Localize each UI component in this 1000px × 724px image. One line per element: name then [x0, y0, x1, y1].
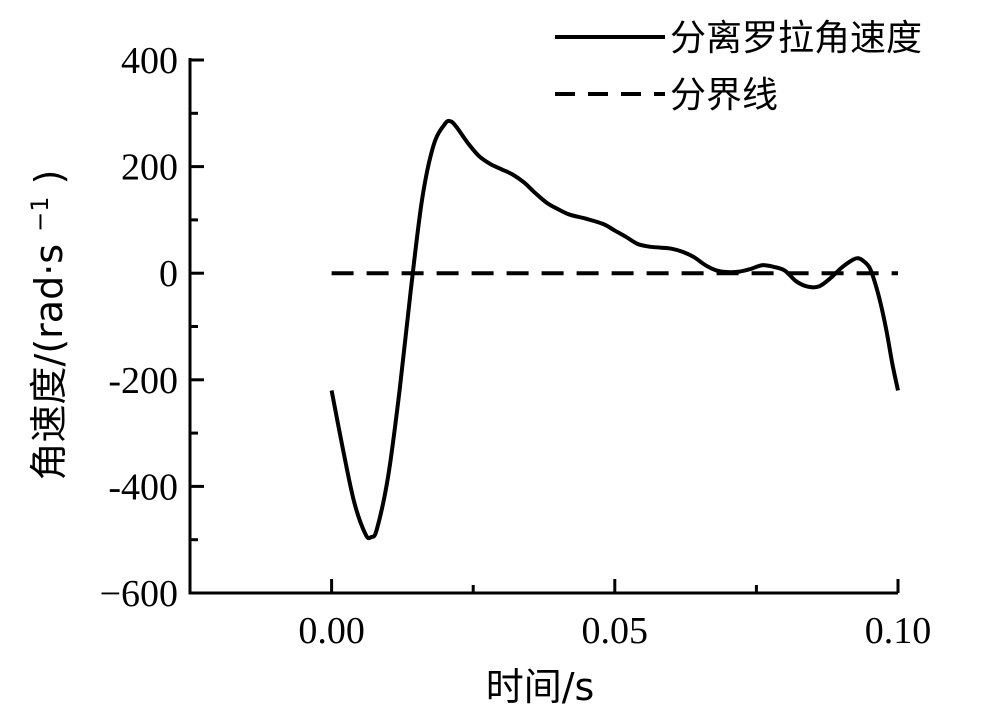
y-tick-label: -400 [108, 466, 178, 508]
y-axis-title-superscript: −1 [26, 196, 54, 231]
y-tick-label: -200 [108, 360, 178, 402]
y-tick-label: 400 [121, 40, 178, 82]
y-tick-label: 200 [121, 147, 178, 189]
y-tick-label: 0 [159, 253, 178, 295]
axes [188, 58, 898, 595]
legend-label-series-1: 分界线 [670, 75, 778, 116]
x-tick-label: 0.00 [298, 610, 365, 652]
series-layer [329, 118, 900, 541]
y-axis-title: 角速度/(rad·s −1 ) [13, 170, 71, 481]
x-tick-label: 0.05 [582, 610, 649, 652]
legend: 分离罗拉角速度 分界线 [555, 18, 922, 116]
y-tick-label: −600 [100, 573, 178, 615]
legend-label-series-0: 分离罗拉角速度 [670, 18, 922, 59]
ticks: −600 -400 -200 0 200 400 0.00 0.05 0.10 [100, 40, 932, 652]
x-tick-label: 0.10 [865, 610, 932, 652]
y-axis-title-close: ) [27, 170, 71, 185]
x-axis-title: 时间/s [486, 665, 595, 709]
series-line-solid [329, 118, 900, 541]
y-axis-title-main: 角速度/(rad·s [27, 244, 71, 481]
